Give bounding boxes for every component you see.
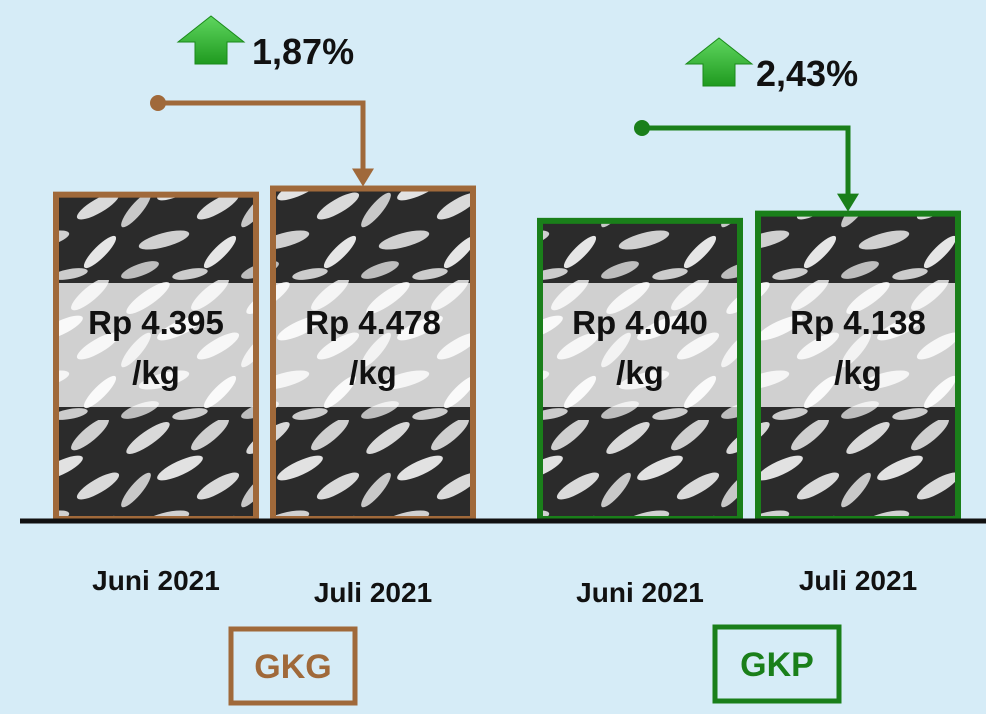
group-label: GKG (254, 648, 331, 686)
bar-value-label: Rp 4.138 (790, 304, 926, 341)
bar-value-label: Rp 4.478 (305, 304, 441, 341)
connector-arrowhead (837, 193, 859, 212)
bar-value-panel (276, 283, 470, 407)
category-label: Juli 2021 (799, 565, 917, 596)
bar-value-panel (59, 283, 253, 407)
connectors-layer (150, 95, 859, 212)
bar-value-panel (761, 283, 955, 407)
connector-line (642, 125, 851, 196)
group-label-box (228, 626, 358, 706)
category-label: Juli 2021 (314, 577, 432, 608)
bar-unit-label: /kg (834, 354, 882, 391)
group-label-box (712, 624, 842, 704)
bar-unit-label: /kg (349, 354, 397, 391)
up-arrow-icon (176, 15, 246, 65)
bar-value-label: Rp 4.040 (572, 304, 708, 341)
connector-line (158, 100, 366, 171)
group-label: GKP (740, 646, 814, 684)
bar-unit-label: /kg (132, 354, 180, 391)
bar-value-label: Rp 4.395 (88, 304, 224, 341)
up-arrow-icon (684, 37, 754, 87)
bars-layer (53, 185, 961, 523)
change-percent-label: 1,87% (252, 31, 354, 72)
bar-unit-label: /kg (616, 354, 664, 391)
category-label: Juni 2021 (92, 565, 220, 596)
category-label: Juni 2021 (576, 577, 704, 608)
connector-arrowhead (352, 168, 374, 187)
change-percent-label: 2,43% (756, 53, 858, 94)
bar-value-panel (543, 283, 737, 407)
labels-layer: Rp 4.395/kg Juni 2021 Rp 4.478/kg Juli 2021… (88, 15, 926, 706)
